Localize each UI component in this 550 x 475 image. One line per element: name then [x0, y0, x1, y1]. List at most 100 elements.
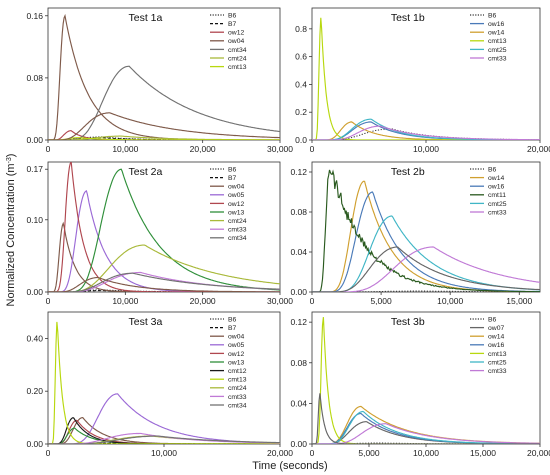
series-line-cmt33 — [312, 125, 540, 140]
plot-frame — [311, 7, 541, 141]
legend-label-ow07: ow07 — [488, 325, 504, 332]
series-group — [48, 321, 280, 444]
x-tick-label: 10,000 — [112, 296, 138, 306]
y-tick-label: 0.20 — [26, 386, 43, 396]
legend-label-ow12: ow12 — [228, 201, 244, 208]
y-tick-label: 0.04 — [290, 398, 307, 408]
x-tick-label: 10,000 — [413, 448, 439, 458]
panel-test-1b: 0 10,000 20,000 0.0 0.2 0.4 0.6 0.8 Test 1b B6 ow1… — [295, 7, 550, 154]
series-line-cmt11 — [312, 169, 540, 292]
x-tick-label: 20,000 — [527, 144, 550, 154]
x-tick-label: 0 — [46, 296, 51, 306]
legend-label-cmt24: cmt24 — [228, 385, 247, 392]
legend-label-ow12: ow12 — [228, 30, 244, 37]
legend-label-cmt11: cmt11 — [488, 192, 506, 199]
legend-label-ow14: ow14 — [488, 30, 504, 37]
series-line-ow16 — [312, 413, 540, 444]
plot-frame — [47, 7, 281, 141]
y-tick-label: 0.40 — [26, 333, 43, 343]
y-tick-label: 0.6 — [295, 52, 307, 62]
panel-title: Test 3b — [391, 316, 425, 328]
legend-label-B7: B7 — [228, 21, 237, 28]
x-tick-label: 20,000 — [190, 296, 216, 306]
series-group — [312, 169, 540, 292]
legend-label-cmt33: cmt33 — [488, 368, 507, 375]
series-group — [48, 162, 280, 292]
legend-label-cmt33: cmt33 — [488, 55, 507, 62]
legend-label-cmt13: cmt13 — [488, 38, 507, 45]
y-tick-label: 0.12 — [290, 167, 307, 177]
legend-label-B6: B6 — [488, 166, 497, 173]
y-tick-label: 0.16 — [26, 11, 43, 21]
x-tick-label: 0 — [310, 296, 315, 306]
x-tick-label: 0 — [46, 448, 51, 458]
legend-label-cmt24: cmt24 — [228, 218, 247, 225]
series-line-ow14 — [312, 121, 540, 140]
series-group — [48, 13, 280, 140]
legend-label-cmt34: cmt34 — [228, 47, 247, 54]
legend-label-cmt33: cmt33 — [488, 209, 507, 216]
x-axis-title: Time (seconds) — [252, 460, 327, 472]
y-tick-label: 0.00 — [26, 439, 43, 449]
legend-label-B6: B6 — [228, 166, 237, 173]
y-tick-label: 0.04 — [290, 247, 307, 257]
series-group — [312, 317, 540, 444]
x-tick-label: 30,000 — [267, 296, 293, 306]
x-tick-label: 30,000 — [267, 144, 293, 154]
y-tick-label: 0.00 — [26, 135, 43, 145]
x-tick-label: 10,000 — [437, 296, 463, 306]
y-tick-label: 0.08 — [26, 73, 43, 83]
series-line-ow04 — [48, 221, 280, 292]
series-line-ow07 — [312, 393, 540, 444]
legend-label-B6: B6 — [488, 12, 497, 19]
series-line-ow16 — [312, 191, 540, 292]
legend-label-cmt13: cmt13 — [488, 351, 507, 358]
x-tick-label: 10,000 — [151, 448, 177, 458]
y-tick-label: 0.4 — [295, 79, 307, 89]
y-tick-label: 0.12 — [290, 317, 307, 327]
x-tick-label: 15,000 — [470, 448, 496, 458]
y-tick-label: 0.0 — [295, 135, 307, 145]
legend-label-cmt13: cmt13 — [228, 64, 247, 71]
series-line-ow12 — [48, 162, 280, 292]
legend-label-B6: B6 — [228, 12, 237, 19]
legend-label-ow04: ow04 — [228, 38, 244, 45]
series-line-cmt25 — [312, 410, 540, 444]
y-tick-label: 0.8 — [295, 24, 307, 34]
x-tick-label: 20,000 — [267, 448, 293, 458]
legend-label-cmt25: cmt25 — [488, 47, 507, 54]
legend-label-ow16: ow16 — [488, 21, 504, 28]
legend-label-cmt24: cmt24 — [228, 55, 247, 62]
x-tick-label: 15,000 — [506, 296, 532, 306]
legend-label-ow14: ow14 — [488, 334, 504, 341]
series-line-ow04 — [48, 13, 280, 140]
series-line-cmt13 — [312, 17, 540, 140]
panel-title: Test 3a — [129, 316, 163, 328]
series-line-ow07 — [312, 246, 540, 292]
series-line-cmt33 — [48, 432, 280, 444]
series-line-cmt33 — [312, 423, 540, 444]
y-tick-label: 0.08 — [290, 358, 307, 368]
series-line-cmt34 — [48, 65, 280, 140]
series-line-ow05 — [48, 190, 280, 292]
plot-frame — [311, 311, 541, 445]
y-tick-label: 0.17 — [26, 164, 43, 174]
x-tick-label: 5,000 — [358, 448, 380, 458]
legend-label-cmt33: cmt33 — [228, 227, 247, 234]
panel-test-1a: 0 10,000 20,000 30,000 0.00 0.08 0.16 Test 1a B6… — [26, 7, 293, 154]
x-tick-label: 5,000 — [370, 296, 392, 306]
series-line-cmt24 — [48, 244, 280, 292]
panel-test-3a: 0 10,000 20,000 0.00 0.20 0.40 Test 3a B6 B7 ow04… — [26, 311, 293, 458]
legend-label-cmt12: cmt12 — [228, 368, 247, 375]
legend-label-cmt33: cmt33 — [228, 394, 247, 401]
legend-label-cmt34: cmt34 — [228, 235, 247, 242]
legend-label-ow14: ow14 — [488, 175, 504, 182]
y-tick-label: 0.2 — [295, 107, 307, 117]
